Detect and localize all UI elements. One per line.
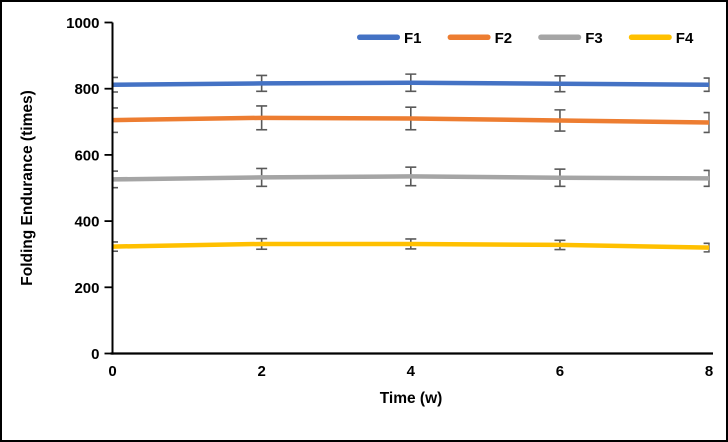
x-tick-label: 4 — [407, 363, 416, 380]
series-line-F2 — [112, 115, 710, 125]
error-bars-layer — [112, 73, 710, 253]
y-tick-label: 600 — [74, 147, 99, 164]
legend-label-F2: F2 — [495, 30, 513, 47]
legend: F1 F2 F3 F4 — [357, 30, 694, 47]
series-line-F4 — [112, 241, 710, 250]
legend-label-F4: F4 — [676, 30, 694, 47]
legend-swatch-F2 — [447, 34, 491, 40]
legend-swatch-F4 — [628, 34, 672, 40]
y-tick-label: 400 — [74, 214, 99, 231]
y-tick-label: 800 — [74, 81, 99, 98]
axes-layer — [104, 21, 713, 355]
x-tick-label: 2 — [257, 363, 265, 380]
y-tick-label: 200 — [74, 280, 99, 297]
legend-label-F1: F1 — [404, 30, 422, 47]
x-axis-title: Time (w) — [380, 390, 443, 407]
y-axis-title: Folding Endurance (times) — [19, 90, 36, 285]
series-line-F3 — [112, 174, 710, 182]
legend-swatch-F1 — [357, 34, 400, 40]
y-tick-label: 1000 — [66, 15, 99, 32]
series-line-F1 — [112, 80, 710, 87]
legend-swatch-F3 — [538, 34, 582, 40]
x-tick-label: 0 — [108, 363, 116, 380]
series-lines-layer — [112, 80, 710, 250]
tick-labels-layer: 0 200 400 600 800 1000 0 2 4 6 8 — [66, 15, 713, 380]
x-tick-label: 8 — [705, 363, 713, 380]
legend-label-F3: F3 — [585, 30, 603, 47]
y-tick-label: 0 — [91, 346, 99, 363]
x-tick-label: 6 — [556, 363, 564, 380]
